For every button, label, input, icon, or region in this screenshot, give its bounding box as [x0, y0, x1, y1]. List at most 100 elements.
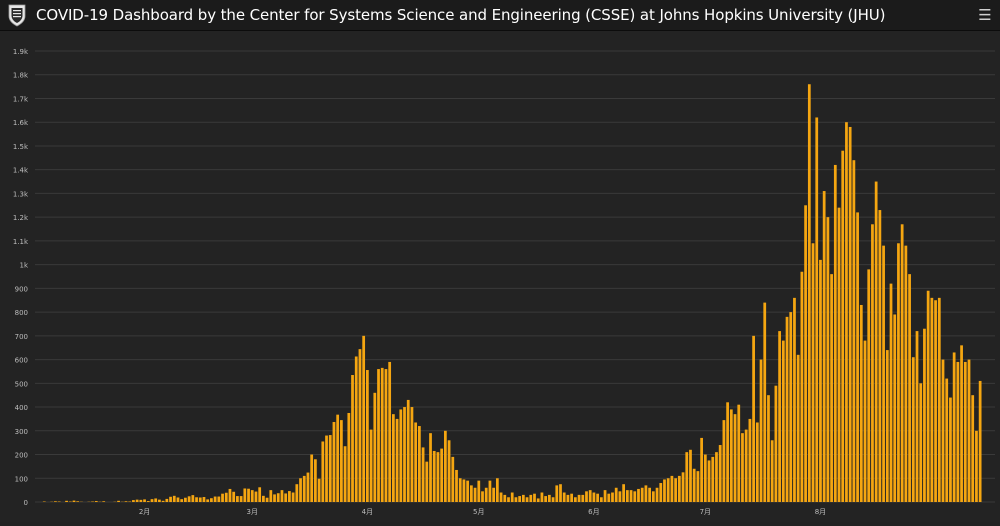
bar[interactable] — [923, 329, 926, 502]
bar[interactable] — [890, 284, 893, 502]
bar[interactable] — [893, 314, 896, 502]
bar[interactable] — [541, 493, 544, 502]
bar[interactable] — [600, 497, 603, 502]
bar[interactable] — [945, 379, 948, 502]
bar[interactable] — [240, 496, 243, 502]
bar[interactable] — [359, 349, 362, 502]
bar[interactable] — [719, 445, 722, 502]
bar[interactable] — [221, 494, 224, 502]
bar[interactable] — [392, 414, 395, 502]
bar[interactable] — [54, 501, 57, 502]
bar[interactable] — [793, 298, 796, 502]
bar[interactable] — [574, 497, 577, 502]
bar[interactable] — [956, 362, 959, 502]
bar[interactable] — [307, 473, 310, 502]
bar[interactable] — [849, 127, 852, 502]
bar[interactable] — [708, 460, 711, 502]
bar[interactable] — [147, 501, 150, 502]
bar[interactable] — [310, 455, 313, 502]
bar[interactable] — [273, 494, 276, 502]
bar[interactable] — [682, 472, 685, 502]
bar[interactable] — [333, 422, 336, 502]
bar[interactable] — [697, 471, 700, 502]
bar[interactable] — [912, 357, 915, 502]
bar[interactable] — [251, 490, 254, 502]
bar[interactable] — [567, 495, 570, 502]
bar[interactable] — [526, 497, 529, 502]
bar[interactable] — [125, 501, 128, 502]
bar[interactable] — [377, 369, 380, 502]
bar[interactable] — [667, 478, 670, 502]
bar[interactable] — [396, 419, 399, 502]
bar[interactable] — [511, 493, 514, 502]
bar[interactable] — [960, 345, 963, 502]
bar[interactable] — [648, 488, 651, 502]
bar[interactable] — [782, 341, 785, 502]
bar[interactable] — [775, 386, 778, 502]
bar[interactable] — [897, 243, 900, 502]
bar[interactable] — [429, 433, 432, 502]
bar[interactable] — [403, 407, 406, 502]
bar[interactable] — [143, 499, 146, 502]
bar[interactable] — [789, 312, 792, 502]
bar[interactable] — [533, 494, 536, 502]
bar[interactable] — [448, 440, 451, 502]
bar[interactable] — [678, 476, 681, 502]
bar[interactable] — [455, 470, 458, 502]
bar[interactable] — [180, 499, 183, 502]
bar[interactable] — [340, 420, 343, 502]
bar[interactable] — [823, 191, 826, 502]
bar[interactable] — [325, 436, 328, 502]
bar[interactable] — [489, 481, 492, 502]
bar[interactable] — [414, 422, 417, 502]
bar[interactable] — [154, 498, 157, 502]
bar[interactable] — [715, 452, 718, 502]
bar[interactable] — [693, 469, 696, 502]
bar[interactable] — [366, 370, 369, 502]
bar[interactable] — [195, 497, 198, 502]
bar[interactable] — [329, 435, 332, 502]
bar[interactable] — [385, 369, 388, 502]
bar[interactable] — [136, 500, 139, 502]
bar[interactable] — [463, 479, 466, 502]
bar[interactable] — [295, 484, 298, 502]
bar[interactable] — [886, 350, 889, 502]
bar[interactable] — [474, 488, 477, 502]
bar[interactable] — [882, 246, 885, 502]
bar[interactable] — [685, 452, 688, 502]
bar[interactable] — [786, 317, 789, 502]
bar[interactable] — [615, 488, 618, 502]
bar[interactable] — [723, 420, 726, 502]
bar[interactable] — [284, 493, 287, 502]
bar[interactable] — [515, 497, 518, 502]
bar[interactable] — [477, 481, 480, 502]
bar[interactable] — [466, 481, 469, 502]
bar[interactable] — [801, 272, 804, 502]
bar[interactable] — [507, 497, 510, 502]
bar[interactable] — [726, 402, 729, 502]
bar[interactable] — [433, 451, 436, 502]
bar[interactable] — [593, 493, 596, 502]
bar[interactable] — [243, 488, 246, 502]
bar[interactable] — [819, 260, 822, 502]
bar[interactable] — [934, 300, 937, 502]
bar[interactable] — [485, 488, 488, 502]
bar[interactable] — [942, 360, 945, 502]
bar[interactable] — [303, 476, 306, 502]
bar[interactable] — [225, 493, 228, 502]
bar[interactable] — [422, 447, 425, 502]
bar[interactable] — [269, 490, 272, 502]
bar[interactable] — [229, 489, 232, 502]
bar[interactable] — [767, 395, 770, 502]
bar[interactable] — [381, 368, 384, 502]
bar[interactable] — [622, 484, 625, 502]
bar[interactable] — [875, 182, 878, 502]
bar[interactable] — [841, 151, 844, 502]
bar[interactable] — [671, 476, 674, 502]
bar[interactable] — [470, 485, 473, 502]
bar[interactable] — [971, 395, 974, 502]
bar[interactable] — [399, 409, 402, 502]
bar[interactable] — [804, 205, 807, 502]
bar[interactable] — [258, 487, 261, 502]
bar[interactable] — [188, 496, 191, 502]
